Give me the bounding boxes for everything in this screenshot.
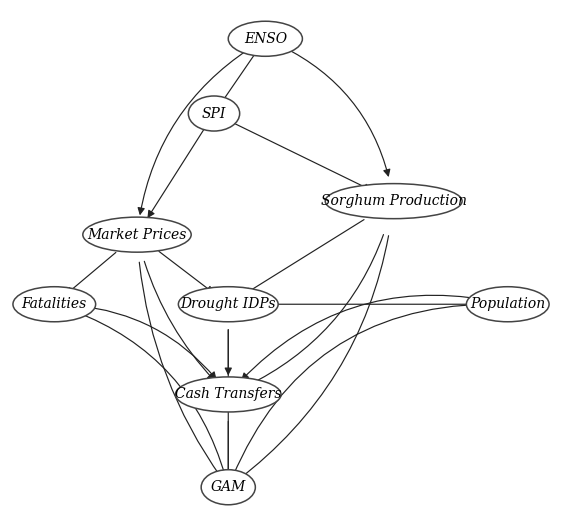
Text: Sorghum Production: Sorghum Production	[321, 194, 467, 208]
Text: Market Prices: Market Prices	[87, 228, 187, 241]
Ellipse shape	[13, 287, 95, 322]
Ellipse shape	[228, 21, 303, 56]
Text: Drought IDPs: Drought IDPs	[180, 297, 276, 311]
Text: Population: Population	[470, 297, 545, 311]
Text: Fatalities: Fatalities	[22, 297, 87, 311]
Ellipse shape	[178, 287, 278, 322]
Ellipse shape	[83, 217, 191, 252]
Ellipse shape	[201, 470, 255, 505]
Ellipse shape	[176, 377, 281, 412]
Ellipse shape	[466, 287, 549, 322]
Text: GAM: GAM	[211, 480, 246, 494]
Text: SPI: SPI	[202, 106, 226, 120]
Ellipse shape	[189, 96, 240, 131]
Text: Cash Transfers: Cash Transfers	[175, 388, 282, 401]
Ellipse shape	[325, 184, 462, 219]
Text: ENSO: ENSO	[244, 32, 287, 46]
